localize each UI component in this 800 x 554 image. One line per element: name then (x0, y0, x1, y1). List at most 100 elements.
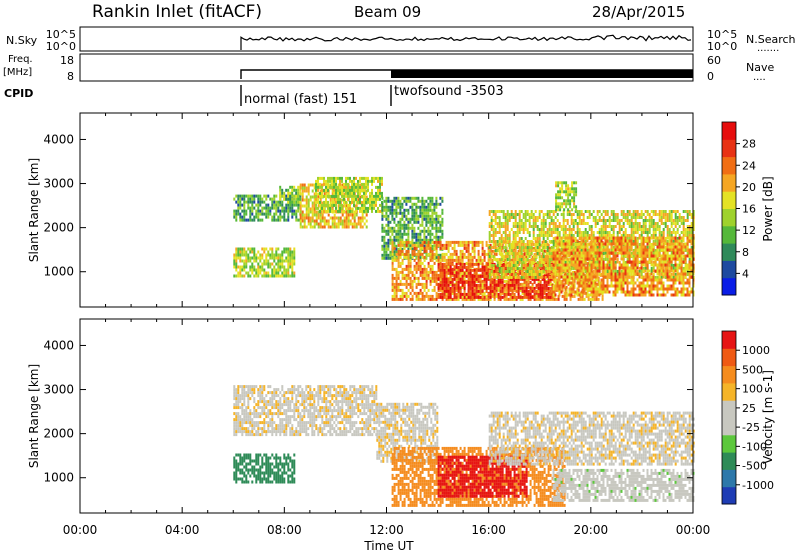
heatmap-cell (277, 215, 280, 219)
heatmap-cell (439, 295, 442, 299)
heatmap-cell (263, 271, 266, 275)
heatmap-cell (253, 218, 256, 222)
heatmap-cell (500, 267, 503, 270)
heatmap-cell (492, 243, 495, 246)
heatmap-cell (583, 291, 586, 295)
heatmap-cell (488, 261, 491, 264)
heatmap-cell (595, 282, 598, 286)
heatmap-cell (365, 182, 367, 186)
heatmap-cell (421, 217, 424, 221)
heatmap-cell (580, 231, 583, 234)
heatmap-cell (453, 274, 456, 278)
heatmap-cell (481, 271, 484, 275)
heatmap-cell (427, 226, 430, 230)
heatmap-cell (423, 270, 426, 274)
heatmap-cell (588, 225, 591, 228)
heatmap-cell (413, 267, 416, 271)
heatmap-cell (417, 267, 420, 271)
heatmap-cell (421, 214, 424, 218)
heatmap-cell (473, 297, 476, 301)
heatmap-cell (465, 255, 468, 259)
heatmap-cell (581, 276, 584, 280)
heatmap-cell (507, 271, 510, 275)
heatmap-cell (339, 219, 342, 223)
heatmap-cell (385, 229, 388, 233)
heatmap-cell (521, 297, 524, 301)
heatmap-cell (351, 222, 354, 226)
heatmap-cell (431, 220, 434, 224)
heatmap-cell (638, 213, 641, 216)
heatmap-cell (381, 205, 384, 209)
heatmap-cell (596, 267, 599, 270)
heatmap-cell (273, 271, 276, 275)
heatmap-cell (387, 214, 390, 218)
heatmap-cell (457, 268, 460, 272)
heatmap-cell (632, 225, 635, 228)
heatmap-cell (395, 199, 398, 203)
heatmap-cell (582, 216, 585, 219)
heatmap-cell (606, 270, 609, 273)
heatmap-cell (604, 222, 607, 225)
heatmap-cell (437, 226, 440, 230)
heatmap-cell (377, 194, 379, 198)
heatmap-cell (518, 228, 521, 231)
heatmap-cell (283, 197, 286, 201)
cpid-panel: CPID normal (fast) 151 twofsound -3503 (4, 84, 504, 107)
heatmap-cell (616, 252, 619, 255)
heatmap-cell (556, 228, 559, 231)
heatmap-cell (315, 197, 317, 201)
heatmap-cell (315, 216, 318, 220)
heatmap-cell (578, 273, 581, 276)
heatmap-cell (323, 219, 326, 223)
heatmap-cell (267, 212, 270, 216)
heatmap-cell (375, 191, 377, 195)
heatmap-cell (257, 218, 260, 222)
heatmap-cell (479, 276, 482, 280)
heatmap-cell (335, 209, 337, 213)
heatmap-cell (239, 215, 242, 219)
heatmap-cell (520, 210, 523, 213)
heatmap-cell (399, 223, 402, 227)
heatmap-cell (576, 252, 579, 255)
heatmap-cell (425, 229, 428, 233)
heatmap-cell (397, 232, 400, 236)
heatmap-cell (361, 194, 363, 198)
heatmap-cell (590, 261, 593, 264)
heatmap-cell (397, 264, 400, 268)
heatmap-cell (393, 220, 396, 224)
heatmap-cell (427, 276, 430, 280)
heatmap-cell (421, 276, 424, 280)
heatmap-cell (514, 267, 517, 270)
heatmap-cell (289, 185, 292, 189)
heatmap-cell (387, 253, 390, 257)
heatmap-cell (461, 268, 464, 272)
heatmap-cell (520, 237, 523, 240)
heatmap-cell (299, 210, 302, 214)
heatmap-cell (373, 206, 375, 210)
heatmap-cell (518, 243, 521, 246)
heatmap-cell (359, 176, 361, 180)
heatmap-cell (277, 259, 280, 263)
heatmap-cell (469, 286, 472, 290)
heatmap-cell (431, 258, 434, 262)
heatmap-cell (249, 197, 252, 201)
heatmap-cell (423, 288, 426, 292)
heatmap-cell (463, 240, 466, 244)
cpid-mode-normal: normal (fast) 151 (244, 92, 357, 107)
heatmap-cell (403, 208, 406, 212)
heatmap-cell (431, 223, 434, 227)
heatmap-cell (409, 244, 412, 248)
heatmap-cell (536, 270, 539, 273)
heatmap-cell (481, 294, 484, 298)
heatmap-cell (628, 219, 631, 222)
heatmap-cell (425, 291, 428, 295)
heatmap-cell (574, 237, 577, 240)
heatmap-cell (237, 194, 240, 198)
heatmap-cell (431, 255, 434, 259)
heatmap-cell (515, 280, 518, 284)
heatmap-cell (600, 237, 603, 240)
heatmap-cell (413, 258, 416, 262)
heatmap-cell (522, 222, 525, 225)
heatmap-cell (485, 280, 488, 284)
heatmap-cell (261, 262, 264, 266)
